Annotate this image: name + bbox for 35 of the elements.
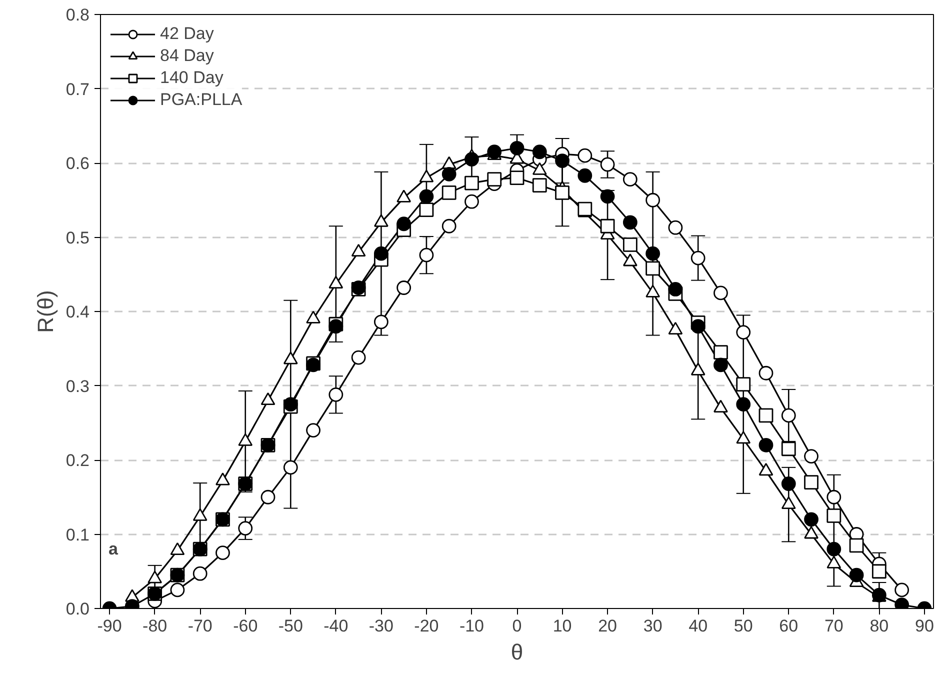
x-tick-label: -50: [278, 616, 303, 636]
x-tick-label: -60: [233, 616, 258, 636]
x-tick-label: -40: [324, 616, 348, 636]
x-axis-title: θ: [510, 640, 524, 664]
legend-label: 140 Day: [160, 68, 224, 88]
x-tick-label: 10: [552, 616, 572, 636]
y-tick-label: 0.2: [66, 451, 90, 470]
x-tick-label: 0: [512, 616, 522, 636]
y-tick-label: 0.6: [66, 154, 90, 173]
x-tick-label: -90: [97, 616, 122, 636]
y-tick-label: 0.8: [66, 6, 90, 24]
legend-label: PGA:PLLA: [160, 90, 242, 110]
x-tick-label: 60: [779, 616, 798, 636]
y-tick-label: 0.0: [66, 600, 90, 618]
y-tick-label: 0.4: [66, 302, 90, 322]
x-tick-label: -30: [368, 616, 394, 636]
x-tick-label: 50: [734, 616, 753, 636]
legend-label: 42 Day: [160, 24, 214, 44]
y-tick-label: 0.1: [66, 525, 90, 544]
x-tick-label: -10: [459, 616, 484, 636]
x-tick-label: 20: [598, 616, 618, 636]
y-tick-label: 0.7: [66, 80, 90, 99]
x-tick-label: 30: [643, 616, 662, 636]
x-tick-label: 80: [870, 616, 889, 636]
x-tick-label: 90: [914, 616, 934, 636]
annotation: a: [108, 540, 118, 558]
y-tick-label: 0.3: [66, 376, 90, 396]
x-tick-label: -70: [188, 616, 212, 636]
x-tick-label: -80: [142, 616, 168, 636]
y-axis-title: R(θ): [32, 290, 58, 333]
x-tick-label: -20: [414, 616, 439, 636]
x-tick-label: 40: [688, 616, 708, 636]
legend-label: 84 Day: [160, 46, 214, 66]
x-tick-label: 70: [824, 616, 844, 636]
y-tick-label: 0.5: [66, 228, 90, 248]
